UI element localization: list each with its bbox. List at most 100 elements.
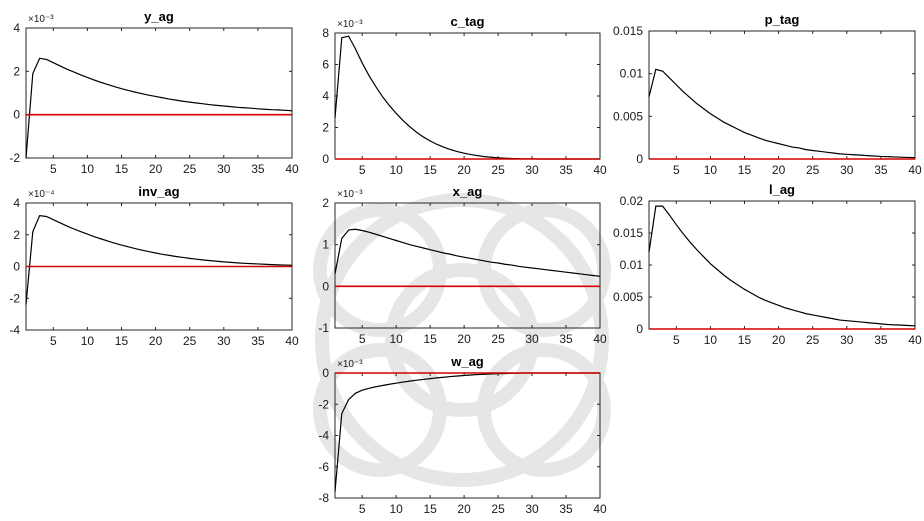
x-tick-label: 15	[115, 162, 129, 176]
y-tick-label: 0	[322, 152, 329, 166]
x-tick-label: 25	[491, 502, 505, 516]
x-tick-label: 35	[874, 163, 888, 177]
x-tick-label: 25	[491, 163, 505, 177]
x-tick-label: 10	[704, 333, 718, 347]
x-tick-label: 40	[285, 162, 299, 176]
panel-title: l_ag	[769, 182, 795, 197]
x-tick-label: 20	[457, 502, 471, 516]
response-line	[648, 205, 916, 327]
x-tick-label: 35	[251, 334, 265, 348]
y-tick-label: 0.02	[620, 194, 644, 208]
y-tick-label: 0.015	[613, 226, 643, 240]
y-tick-label: 2	[322, 196, 329, 210]
axes-box	[648, 200, 916, 330]
y-tick-label: 0	[13, 108, 20, 122]
x-tick-label: 20	[772, 163, 786, 177]
x-tick-label: 15	[115, 334, 129, 348]
axes-box	[334, 202, 601, 329]
x-tick-label: 30	[840, 163, 854, 177]
y-tick-label: 2	[13, 64, 20, 78]
axes-box	[334, 32, 601, 160]
response-line	[648, 68, 916, 159]
y-tick-label: 4	[322, 89, 329, 103]
y-tick-label: 2	[322, 121, 329, 135]
x-tick-label: 5	[673, 163, 680, 177]
x-tick-label: 40	[908, 163, 922, 177]
x-tick-label: 40	[908, 333, 922, 347]
x-tick-label: 30	[217, 334, 231, 348]
x-tick-label: 35	[559, 332, 573, 346]
x-tick-label: 40	[285, 334, 299, 348]
axis-multiplier-label: ×10⁻³	[337, 359, 363, 370]
x-tick-label: 20	[149, 162, 163, 176]
y-tick-label: 1	[322, 238, 329, 252]
x-tick-label: 10	[389, 163, 403, 177]
y-tick-label: -2	[9, 151, 20, 165]
x-tick-label: 35	[874, 333, 888, 347]
x-tick-label: 20	[149, 334, 163, 348]
axis-multiplier-label: ×10⁻³	[28, 14, 54, 25]
x-tick-label: 30	[525, 332, 539, 346]
x-tick-label: 25	[806, 333, 820, 347]
x-tick-label: 25	[183, 334, 197, 348]
x-tick-label: 10	[704, 163, 718, 177]
x-tick-label: 15	[423, 502, 437, 516]
response-line	[334, 228, 601, 277]
axes-box	[25, 27, 293, 159]
x-tick-label: 30	[840, 333, 854, 347]
panel-title: y_ag	[144, 9, 174, 24]
panel-inv-ag: 5 10 15 20 25 30 35 40 -4 -2 0 2 4 inv_ag ×10⁻⁴	[9, 184, 299, 348]
y-tick-label: -2	[9, 291, 20, 305]
x-tick-label: 35	[559, 502, 573, 516]
x-tick-label: 5	[50, 162, 57, 176]
y-tick-label: -8	[318, 491, 329, 505]
x-tick-label: 10	[389, 502, 403, 516]
y-tick-label: 0	[322, 279, 329, 293]
panel-c-tag: 5 10 15 20 25 30 35 40 0 2 4 6 8 c_tag ×10⁻³	[322, 14, 607, 177]
x-tick-label: 15	[423, 332, 437, 346]
x-tick-label: 25	[183, 162, 197, 176]
x-tick-label: 10	[81, 162, 95, 176]
y-tick-label: -2	[318, 397, 329, 411]
axis-multiplier-label: ×10⁻³	[337, 19, 363, 30]
axis-multiplier-label: ×10⁻⁴	[28, 189, 55, 200]
panel-title: inv_ag	[138, 184, 179, 199]
y-tick-label: 6	[322, 58, 329, 72]
panel-title: w_ag	[450, 354, 484, 369]
x-tick-label: 20	[772, 333, 786, 347]
axis-multiplier-label: ×10⁻³	[337, 189, 363, 200]
y-tick-label: 2	[13, 228, 20, 242]
y-tick-label: 4	[13, 21, 20, 35]
axes-box	[648, 30, 916, 160]
y-tick-label: 0.01	[620, 258, 644, 272]
x-tick-label: 10	[389, 332, 403, 346]
y-tick-label: -6	[318, 460, 329, 474]
y-tick-label: 0	[322, 366, 329, 380]
panel-title: x_ag	[453, 184, 483, 199]
x-tick-label: 15	[738, 163, 752, 177]
x-tick-label: 15	[738, 333, 752, 347]
x-tick-label: 25	[806, 163, 820, 177]
x-tick-label: 40	[593, 163, 607, 177]
y-tick-label: 0.01	[620, 67, 644, 81]
panel-y-ag: 5 10 15 20 25 30 35 40 -2 0 2 4 y_ag ×10⁻³	[9, 9, 299, 176]
x-tick-label: 20	[457, 332, 471, 346]
panel-w-ag: 5 10 15 20 25 30 35 40 -8 -6 -4 -2 0 w_ag ×10⁻³	[318, 354, 607, 516]
response-line	[25, 57, 293, 159]
response-line	[25, 215, 293, 305]
panel-title: c_tag	[451, 14, 485, 29]
x-tick-label: 30	[217, 162, 231, 176]
x-tick-label: 40	[593, 332, 607, 346]
x-tick-label: 5	[50, 334, 57, 348]
response-line	[334, 35, 600, 160]
y-tick-label: 8	[322, 26, 329, 40]
y-tick-label: 0.015	[613, 24, 643, 38]
x-tick-label: 5	[359, 332, 366, 346]
x-tick-label: 5	[673, 333, 680, 347]
y-tick-label: -4	[318, 429, 329, 443]
x-tick-label: 35	[559, 163, 573, 177]
panel-p-tag: 5 10 15 20 25 30 35 40 0 0.005 0.01 0.015 p_tag	[613, 12, 922, 177]
x-tick-label: 5	[359, 502, 366, 516]
panel-l-ag: 5 10 15 20 25 30 35 40 0 0.005 0.01 0.015 0.02 l_ag	[613, 182, 922, 347]
